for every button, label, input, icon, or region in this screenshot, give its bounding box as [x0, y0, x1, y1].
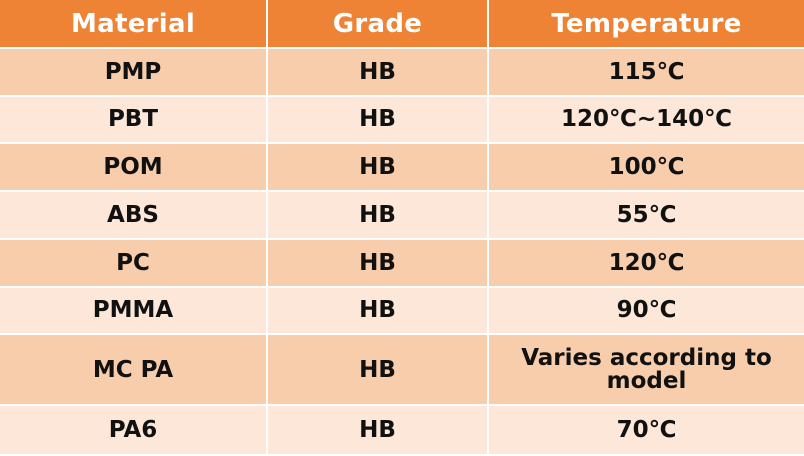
table-body: PMP HB 115℃ PBT HB 120℃~140℃ POM HB 100℃…	[0, 48, 804, 456]
cell-material: MC PA	[0, 334, 268, 407]
cell-material: PA6	[0, 405, 268, 456]
table-row: PBT HB 120℃~140℃	[0, 95, 804, 145]
cell-material: PMP	[0, 48, 268, 97]
cell-material: PMMA	[0, 286, 268, 336]
table-row: MC PA HB Varies according to model	[0, 334, 804, 407]
cell-temperature: 70℃	[488, 405, 804, 456]
cell-grade: HB	[267, 238, 489, 288]
cell-material: ABS	[0, 191, 268, 240]
cell-material: POM	[0, 143, 268, 193]
cell-material: PC	[0, 238, 268, 288]
header-temperature: Temperature	[488, 0, 804, 49]
header-grade: Grade	[267, 0, 489, 49]
cell-grade: HB	[267, 405, 489, 456]
cell-grade: HB	[267, 95, 489, 145]
cell-temperature: 100℃	[488, 143, 804, 193]
cell-material: PBT	[0, 95, 268, 145]
header-material: Material	[0, 0, 268, 49]
cell-grade: HB	[267, 191, 489, 240]
table-row: PMMA HB 90℃	[0, 286, 804, 336]
cell-temperature: 90℃	[488, 286, 804, 336]
table-row: PA6 HB 70℃	[0, 405, 804, 456]
table-row: PMP HB 115℃	[0, 48, 804, 97]
table-row: POM HB 100℃	[0, 143, 804, 193]
cell-temperature: 120℃	[488, 238, 804, 288]
cell-grade: HB	[267, 286, 489, 336]
cell-grade: HB	[267, 334, 489, 407]
cell-temperature: 120℃~140℃	[488, 95, 804, 145]
cell-grade: HB	[267, 143, 489, 193]
cell-temperature: Varies according to model	[488, 334, 804, 407]
cell-grade: HB	[267, 48, 489, 97]
table-row: ABS HB 55℃	[0, 191, 804, 240]
table-header: Material Grade Temperature	[0, 0, 804, 49]
header-row: Material Grade Temperature	[0, 0, 804, 49]
table-row: PC HB 120℃	[0, 238, 804, 288]
cell-temperature: 55℃	[488, 191, 804, 240]
cell-temperature: 115℃	[488, 48, 804, 97]
